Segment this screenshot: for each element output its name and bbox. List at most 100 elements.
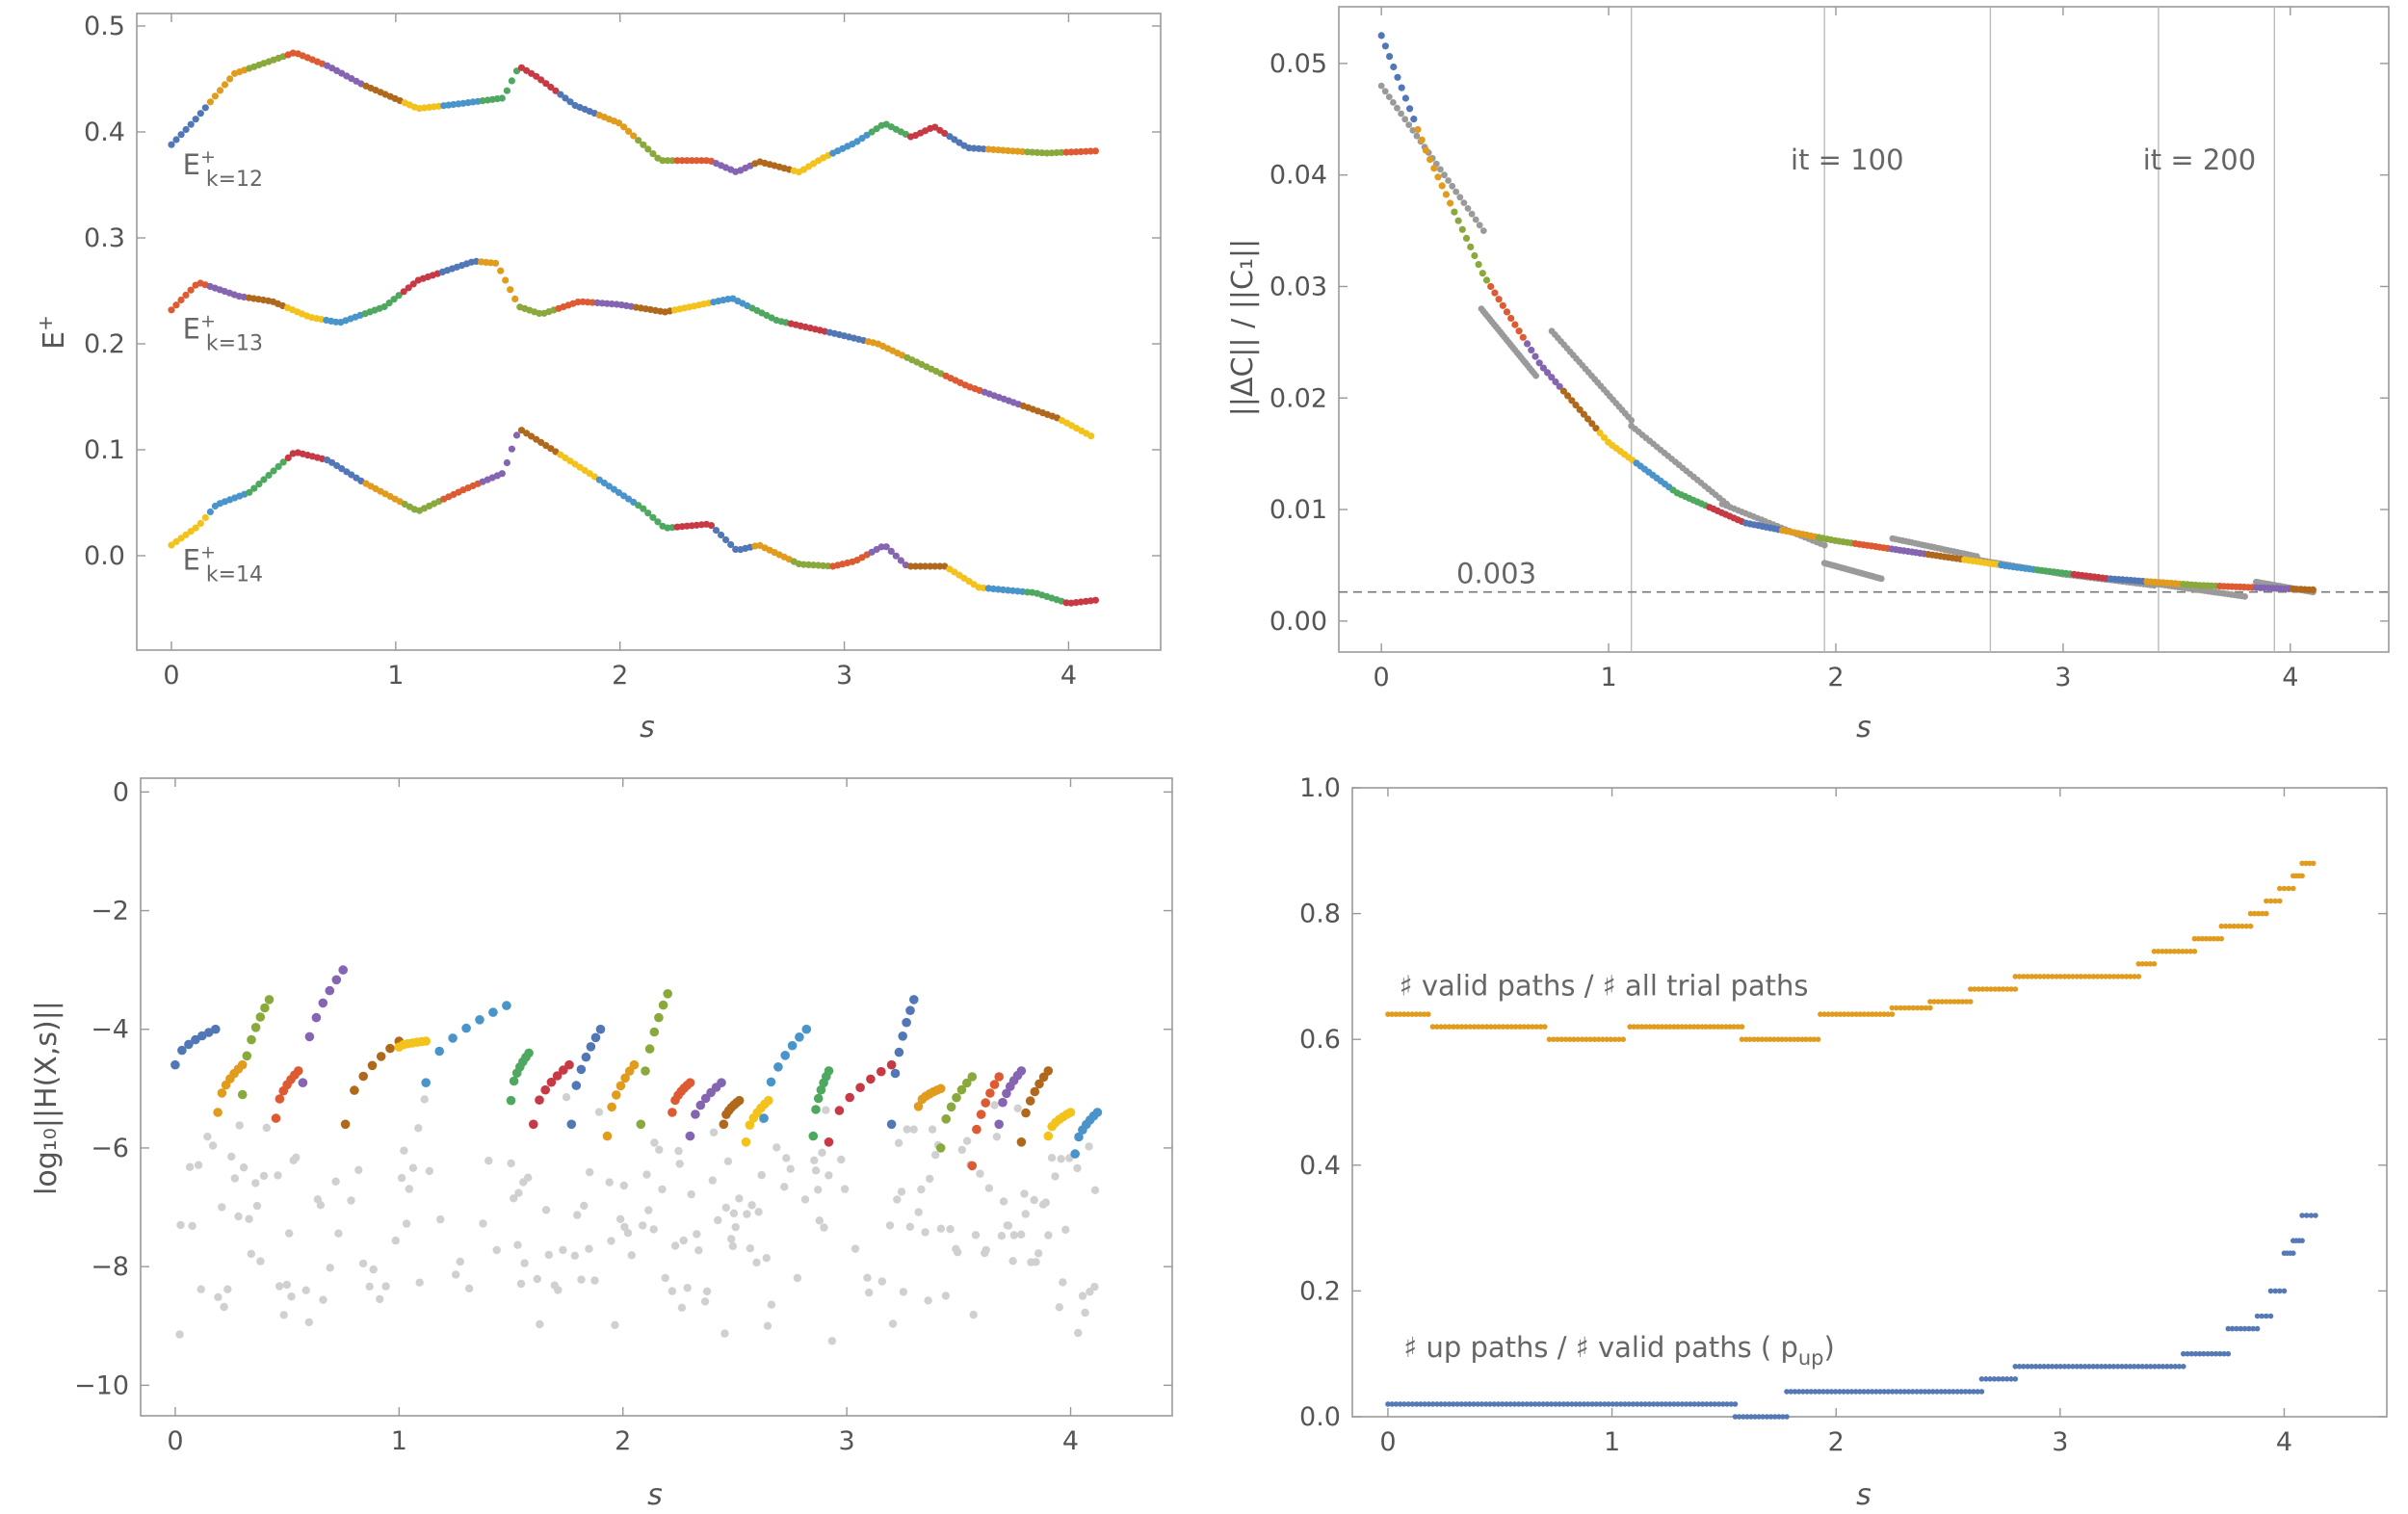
paths-point-valid_over_all bbox=[1500, 1024, 1506, 1030]
residual-gray-point bbox=[1020, 1189, 1029, 1198]
residual-gray-point bbox=[747, 1201, 756, 1210]
residual-point bbox=[811, 1105, 821, 1114]
paths-plot-frame bbox=[1351, 787, 2388, 1418]
deltaC-y-label: ||ΔC|| / ||C₁|| bbox=[1226, 239, 1260, 416]
paths-point-valid_over_all bbox=[1787, 1036, 1793, 1042]
deltaC-point bbox=[1544, 369, 1552, 377]
residual-gray-point bbox=[573, 1211, 582, 1219]
paths-point-up_over_valid bbox=[1752, 1414, 1758, 1420]
paths-point-up_over_valid bbox=[1536, 1401, 1542, 1407]
paths-point-up_over_valid bbox=[1784, 1414, 1790, 1420]
paths-point-up_over_valid bbox=[1462, 1401, 1469, 1407]
paths-point-valid_over_all bbox=[1600, 1036, 1606, 1042]
residual-gray-point bbox=[376, 1294, 384, 1304]
deltaC-gray-point bbox=[1468, 210, 1476, 218]
residual-gray-point bbox=[334, 1229, 343, 1238]
residual-gray-point bbox=[824, 1171, 833, 1180]
paths-point-up_over_valid bbox=[2114, 1364, 2121, 1370]
energy-point-k=12 bbox=[508, 77, 516, 85]
energy-point-k=12 bbox=[552, 87, 560, 94]
residual-point bbox=[734, 1095, 745, 1106]
residual-point bbox=[764, 1095, 773, 1106]
residual-gray-point bbox=[683, 1284, 692, 1292]
energy-point-k=14 bbox=[917, 562, 925, 570]
paths-point-up_over_valid bbox=[1832, 1389, 1839, 1395]
paths-point-up_over_valid bbox=[1691, 1401, 1697, 1407]
paths-point-valid_over_all bbox=[2251, 910, 2258, 917]
residual-point bbox=[385, 1043, 395, 1054]
residual-gray-point bbox=[810, 1156, 819, 1165]
residual-point bbox=[972, 1124, 982, 1135]
paths-point-up_over_valid bbox=[2110, 1364, 2117, 1370]
paths-point-valid_over_all bbox=[1655, 1024, 1662, 1030]
paths-point-valid_over_all bbox=[1542, 1024, 1548, 1030]
residual-gray-point bbox=[415, 1278, 424, 1287]
residual-gray-point bbox=[196, 1285, 205, 1293]
deltaC-gray-point bbox=[1413, 132, 1421, 140]
residual-gray-point bbox=[251, 1179, 260, 1188]
paths-point-valid_over_all bbox=[2184, 949, 2189, 954]
paths-point-up_over_valid bbox=[1507, 1401, 1513, 1407]
residual-point bbox=[586, 1042, 596, 1052]
paths-point-up_over_valid bbox=[1618, 1401, 1624, 1407]
paths-point-valid_over_all bbox=[2147, 961, 2154, 967]
paths-point-valid_over_all bbox=[2107, 974, 2113, 979]
deltaC-point bbox=[1507, 314, 1515, 323]
paths-point-up_over_valid bbox=[2164, 1364, 2170, 1370]
residual-gray-point bbox=[185, 1162, 195, 1171]
residual-gray-point bbox=[570, 1251, 579, 1261]
residual-gray-point bbox=[405, 1185, 413, 1193]
residual-gray-point bbox=[793, 1273, 802, 1283]
deltaC-annotations: 0.003 it = 100 it = 200 bbox=[1456, 144, 2256, 590]
paths-point-up_over_valid bbox=[1487, 1401, 1493, 1407]
paths-point-up_over_valid bbox=[2308, 1213, 2315, 1218]
paths-point-up_over_valid bbox=[2181, 1364, 2186, 1370]
paths-point-valid_over_all bbox=[1638, 1024, 1645, 1030]
residual-gray-point bbox=[188, 1221, 196, 1231]
deltaC-point bbox=[1458, 225, 1466, 233]
residual-gray-point bbox=[675, 1160, 684, 1168]
paths-point-up_over_valid bbox=[1422, 1401, 1427, 1407]
residual-gray-point bbox=[954, 1248, 962, 1257]
paths-point-valid_over_all bbox=[1739, 1024, 1745, 1030]
energy-point-k=14 bbox=[887, 547, 895, 556]
residual-point bbox=[1043, 1131, 1054, 1141]
residual-gray-point bbox=[397, 1173, 406, 1183]
paths-point-up_over_valid bbox=[1650, 1401, 1657, 1407]
paths-point-up_over_valid bbox=[2103, 1364, 2108, 1370]
energy-point-k=12 bbox=[1019, 147, 1027, 156]
deltaC-point bbox=[1576, 405, 1584, 413]
paths-point-up_over_valid bbox=[2041, 1364, 2047, 1370]
paths-point-up_over_valid bbox=[2012, 1364, 2019, 1370]
paths-point-up_over_valid bbox=[1780, 1414, 1786, 1420]
paths-point-valid_over_all bbox=[1885, 1011, 1891, 1017]
energy-point-k=14 bbox=[547, 445, 555, 453]
paths-point-up_over_valid bbox=[2290, 1250, 2296, 1256]
residual-gray-point bbox=[877, 1277, 886, 1286]
deltaC-gray-point bbox=[1385, 93, 1393, 100]
residual-gray-point bbox=[746, 1244, 755, 1253]
iteration-label: it = 100 bbox=[1791, 144, 1904, 176]
residual-gray-point bbox=[721, 1203, 730, 1213]
energy-point-k=14 bbox=[906, 562, 915, 570]
energy-point-k=14 bbox=[250, 484, 258, 492]
energy-point-k=12 bbox=[196, 110, 204, 117]
paths-point-up_over_valid bbox=[1764, 1414, 1770, 1420]
paths-point-valid_over_all bbox=[1467, 1024, 1474, 1030]
paths-point-up_over_valid bbox=[2156, 1364, 2162, 1370]
paths-point-valid_over_all bbox=[2115, 974, 2121, 979]
deltaC-point bbox=[1584, 415, 1592, 423]
residual-gray-point bbox=[735, 1194, 744, 1203]
energy-point-k=14 bbox=[187, 528, 195, 535]
paths-point-valid_over_all bbox=[1735, 1024, 1741, 1030]
energy-point-k=14 bbox=[615, 488, 623, 497]
paths-point-valid_over_all bbox=[1496, 1024, 1503, 1030]
residual-gray-point bbox=[969, 1310, 978, 1319]
residual-point bbox=[318, 998, 328, 1008]
paths-point-up_over_valid bbox=[1741, 1414, 1746, 1420]
residual-gray-point bbox=[693, 1230, 701, 1239]
paths-point-up_over_valid bbox=[1577, 1401, 1584, 1407]
deltaC-point bbox=[1454, 217, 1462, 224]
residual-gray-point bbox=[279, 1311, 288, 1319]
paths-point-up_over_valid bbox=[2234, 1325, 2239, 1332]
